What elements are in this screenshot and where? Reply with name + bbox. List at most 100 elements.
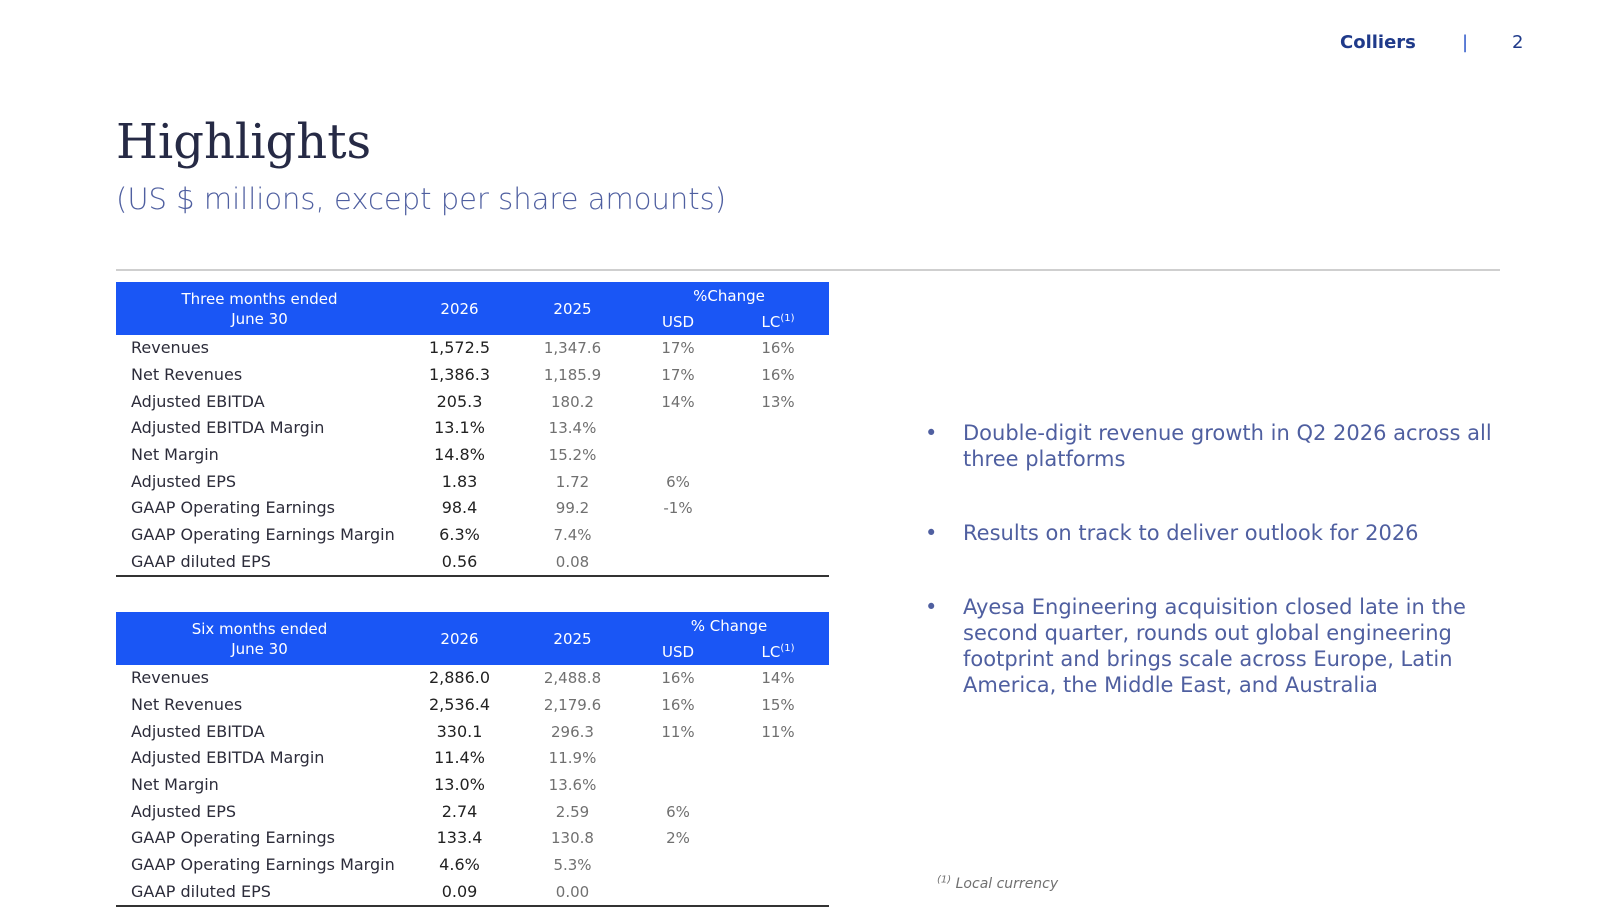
value-2026: 4.6% [439, 855, 480, 875]
table-row: GAAP Operating Earnings Margin 6.3% 7.4% [116, 522, 829, 549]
value-2025: 130.8 [551, 829, 594, 848]
change-usd [629, 878, 727, 907]
value-2026: 2,886.0 [428, 668, 491, 688]
change-usd: 17% [661, 339, 695, 358]
value-2025: 180.2 [551, 392, 594, 411]
change-header: %Change [693, 286, 765, 305]
value-2025: 1,185.9 [543, 366, 602, 385]
change-usd: 17% [661, 366, 695, 385]
value-2025: 0.08 [516, 548, 629, 578]
value-2026: 330.1 [436, 721, 483, 741]
change-usd: 6% [666, 472, 690, 491]
period-header: Six months ended June 30 [191, 619, 328, 658]
lc-header: LC(1) [727, 639, 829, 665]
lc-label: LC [761, 643, 781, 661]
value-2026: 98.4 [441, 498, 478, 518]
value-2026: 1,386.3 [428, 365, 491, 385]
change-lc: 13% [761, 392, 795, 411]
highlight-text: Results on track to deliver outlook for … [963, 521, 1419, 545]
table-row: Adjusted EBITDA Margin 11.4% 11.9% [116, 745, 829, 772]
change-lc: 14% [761, 669, 795, 688]
change-header: % Change [690, 616, 768, 635]
row-label: Revenues [131, 668, 210, 688]
row-label: GAAP diluted EPS [116, 878, 403, 907]
value-2026: 14.8% [434, 445, 485, 465]
value-2025: 2,488.8 [543, 669, 602, 688]
row-label: Adjusted EPS [131, 801, 237, 821]
table-row: Net Margin 14.8% 15.2% [116, 442, 829, 469]
change-lc: 16% [761, 339, 795, 358]
value-2025: 13.6% [548, 776, 597, 795]
row-label: Net Revenues [131, 365, 243, 385]
value-2025: 0.00 [516, 878, 629, 907]
table-row: Adjusted EBITDA 330.1 296.3 11% 11% [116, 718, 829, 745]
change-lc [727, 495, 829, 522]
value-2025: 99.2 [555, 499, 590, 518]
change-lc: 15% [761, 696, 795, 715]
row-label: GAAP Operating Earnings [131, 828, 335, 848]
value-2026: 0.09 [403, 878, 516, 907]
change-lc [727, 745, 829, 772]
row-label: Adjusted EBITDA [131, 391, 265, 411]
change-usd: 16% [661, 696, 695, 715]
value-2025: 11.9% [548, 749, 597, 768]
year-2026-header: 2026 [440, 299, 479, 318]
value-2025: 7.4% [553, 526, 592, 545]
change-usd: 14% [661, 392, 695, 411]
footnote-marker: (1) [937, 874, 952, 886]
value-2026: 205.3 [436, 391, 483, 411]
change-lc [727, 415, 829, 442]
six-months-table: Six months ended June 30 2026 2025 % Cha… [116, 612, 830, 907]
table-row: Adjusted EPS 1.83 1.72 6% [116, 468, 829, 495]
value-2026: 0.56 [403, 548, 516, 578]
row-label: Net Margin [131, 775, 219, 795]
value-2026: 2.74 [441, 801, 478, 821]
row-label: Revenues [131, 338, 210, 358]
change-usd [629, 548, 727, 578]
bullet-icon: • [925, 595, 938, 619]
change-usd [629, 852, 727, 879]
table-row: Net Revenues 2,536.4 2,179.6 16% 15% [116, 692, 829, 719]
table-row: GAAP Operating Earnings Margin 4.6% 5.3% [116, 852, 829, 879]
change-lc [727, 798, 829, 825]
row-label: GAAP Operating Earnings Margin [131, 525, 395, 545]
value-2026: 11.4% [434, 748, 485, 768]
value-2025: 15.2% [548, 446, 597, 465]
value-2025: 5.3% [553, 856, 592, 875]
usd-header: USD [661, 313, 695, 331]
change-usd [629, 442, 727, 469]
year-2025-header: 2025 [553, 629, 592, 648]
row-label: Net Revenues [131, 695, 243, 715]
value-2026: 2,536.4 [428, 695, 491, 715]
change-usd: -1% [663, 499, 693, 518]
lc-label: LC [761, 313, 781, 331]
highlights-list: • Double-digit revenue growth in Q2 2026 … [925, 420, 1530, 746]
highlight-item: • Ayesa Engineering acquisition closed la… [925, 594, 1530, 698]
value-2026: 1,572.5 [428, 338, 491, 358]
row-label: Net Margin [131, 445, 219, 465]
row-label: GAAP Operating Earnings Margin [131, 855, 395, 875]
highlight-text: Ayesa Engineering acquisition closed lat… [963, 595, 1466, 697]
header-separator: | [1462, 32, 1469, 53]
value-2026: 6.3% [439, 525, 480, 545]
brand-header: Colliers | 2 [1340, 31, 1540, 55]
change-usd: 16% [661, 669, 695, 688]
value-2025: 2,179.6 [543, 696, 602, 715]
table-row: Adjusted EBITDA Margin 13.1% 13.4% [116, 415, 829, 442]
change-lc [727, 548, 829, 578]
page-number: 2 [1512, 32, 1524, 53]
change-lc [727, 522, 829, 549]
value-2025: 13.4% [548, 419, 597, 438]
row-label: GAAP Operating Earnings [131, 498, 335, 518]
value-2025: 2.59 [555, 802, 590, 821]
table-row: Revenues 1,572.5 1,347.6 17% 16% [116, 335, 829, 362]
change-usd: 6% [666, 802, 690, 821]
lc-footnote-marker: (1) [780, 313, 795, 324]
change-lc [727, 825, 829, 852]
page-subtitle: (US $ millions, except per share amounts… [116, 182, 727, 216]
change-lc [727, 468, 829, 495]
highlight-item: • Double-digit revenue growth in Q2 2026 … [925, 420, 1530, 472]
change-lc [727, 772, 829, 799]
change-lc [727, 878, 830, 907]
value-2026: 1.83 [441, 471, 478, 491]
